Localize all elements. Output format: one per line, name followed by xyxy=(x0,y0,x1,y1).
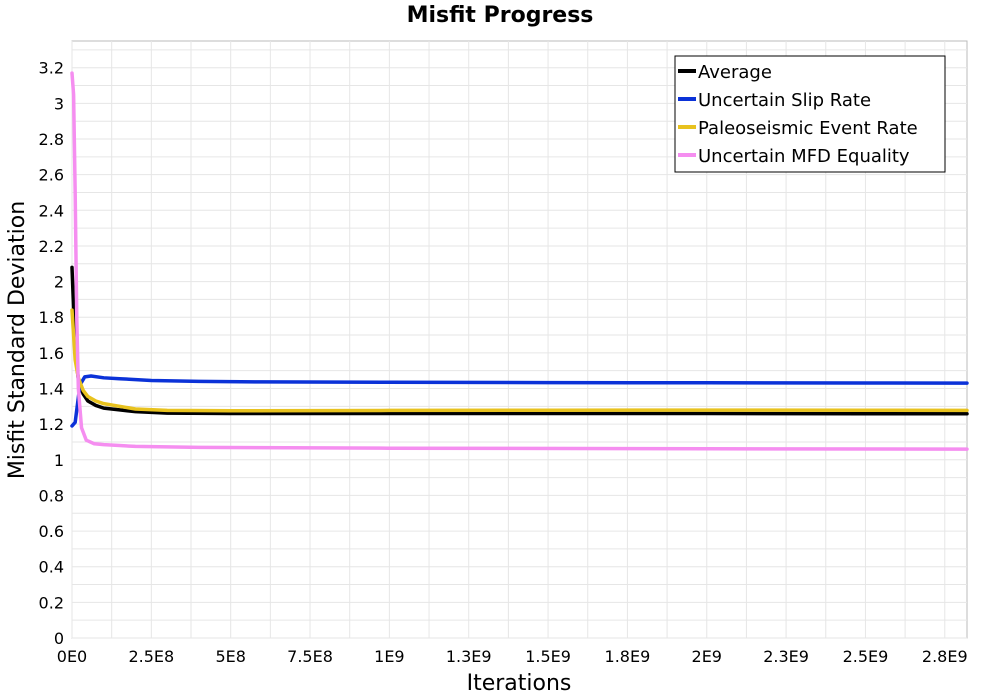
x-tick-label: 2E9 xyxy=(692,647,722,666)
legend-label-average: Average xyxy=(698,62,772,83)
y-tick-label: 3.2 xyxy=(39,59,64,78)
chart-title: Misfit Progress xyxy=(407,3,594,28)
legend-label-uncertain-mfd-equality: Uncertain MFD Equality xyxy=(698,146,910,167)
y-tick-label: 0 xyxy=(54,629,64,648)
x-tick-label: 2.5E9 xyxy=(843,647,889,666)
legend-label-paleoseismic-event-rate: Paleoseismic Event Rate xyxy=(698,118,918,139)
legend-label-uncertain-slip-rate: Uncertain Slip Rate xyxy=(698,90,871,111)
series-line-uncertain-mfd-equality xyxy=(70,71,969,451)
y-tick-label: 3 xyxy=(54,94,64,113)
x-tick-label: 0E0 xyxy=(57,647,87,666)
x-axis-ticks: 0E0 2.5E8 5E8 7.5E8 1E9 1.3E9 1.5E9 1.8E9 2E9 2.3… xyxy=(57,647,968,666)
x-tick-label: 2.3E9 xyxy=(763,647,809,666)
series-line-paleoseismic-event-rate xyxy=(70,308,969,413)
y-axis-label: Misfit Standard Deviation xyxy=(5,201,30,479)
y-tick-label: 2.2 xyxy=(39,237,64,256)
y-tick-label: 1.4 xyxy=(39,380,64,399)
y-tick-label: 2.6 xyxy=(39,166,64,185)
y-tick-label: 0.6 xyxy=(39,522,64,541)
x-tick-label: 1.8E9 xyxy=(605,647,651,666)
series-lines xyxy=(70,71,969,451)
y-tick-label: 0.2 xyxy=(39,593,64,612)
grid-lines xyxy=(71,41,967,639)
x-tick-label: 2.5E8 xyxy=(128,647,174,666)
y-tick-label: 2.8 xyxy=(39,130,64,149)
x-tick-label: 5E8 xyxy=(215,647,245,666)
legend: Average Uncertain Slip Rate Paleoseismic E… xyxy=(674,55,946,173)
y-tick-label: 1.2 xyxy=(39,415,64,434)
y-tick-label: 0.4 xyxy=(39,558,64,577)
y-tick-label: 0.8 xyxy=(39,486,64,505)
legend-box xyxy=(674,55,946,173)
x-tick-label: 1E9 xyxy=(374,647,404,666)
x-tick-label: 7.5E8 xyxy=(287,647,333,666)
y-tick-label: 1 xyxy=(54,451,64,470)
y-axis-ticks: 0 0.2 0.4 0.6 0.8 1 1.2 1.4 1.6 1.8 2 2.2 2.4 2.6 2.8 3… xyxy=(39,59,64,648)
y-tick-label: 2.4 xyxy=(39,201,64,220)
x-tick-label: 2.8E9 xyxy=(922,647,968,666)
y-tick-label: 1.6 xyxy=(39,344,64,363)
x-tick-label: 1.5E9 xyxy=(525,647,571,666)
y-tick-label: 2 xyxy=(54,273,64,292)
x-tick-label: 1.3E9 xyxy=(446,647,492,666)
x-axis-label: Iterations xyxy=(467,671,572,696)
y-tick-label: 1.8 xyxy=(39,308,64,327)
